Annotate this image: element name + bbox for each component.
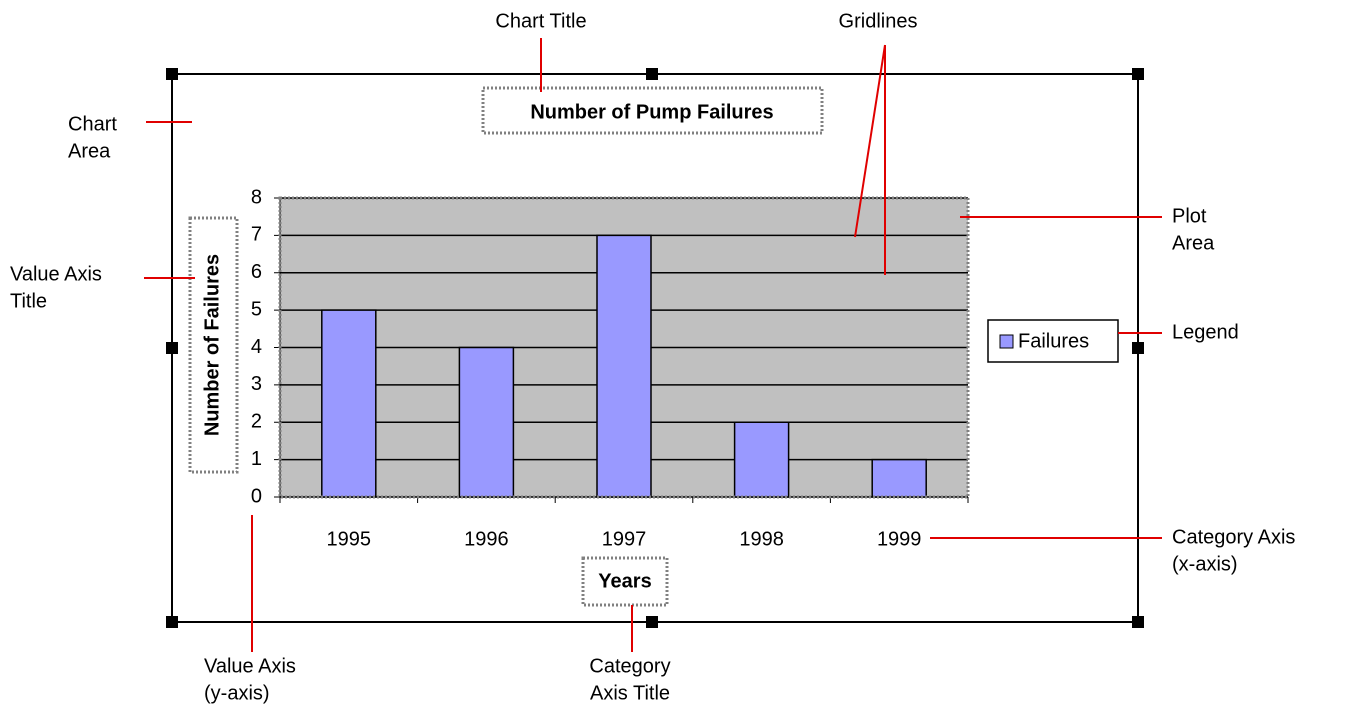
annotation: Area [1172,232,1215,254]
title-selection [481,86,824,135]
bar [871,458,927,498]
bar [321,309,377,498]
legend-label: Failures [1018,330,1089,352]
x-tick-label: 1999 [877,528,922,550]
x-tick-label: 1995 [327,528,372,550]
annotation: Area [68,140,111,162]
annotation: Chart [68,113,117,135]
annotation: Category Axis [1172,526,1295,548]
y-tick-label: 2 [251,411,262,433]
annotation: Chart Title [495,10,586,32]
y-tick-label: 6 [251,261,262,283]
y-tick-label: 1 [251,448,262,470]
y-title-selection [188,216,239,474]
y-axis-title: Number of Failures [201,254,223,436]
y-tick-label: 0 [251,485,262,507]
annotation: Value Axis [10,263,102,285]
y-tick-label: 4 [251,336,262,358]
annotation: Axis Title [590,682,670,704]
legend-swatch [999,334,1014,349]
x-axis-title: Years [598,570,651,592]
annotation: (y-axis) [204,682,270,704]
y-tick-label: 8 [251,186,262,208]
x-tick-label: 1997 [602,528,647,550]
y-tick-label: 5 [251,298,262,320]
annotation: Plot [1172,205,1207,227]
x-tick-label: 1998 [739,528,784,550]
annotation: Title [10,290,47,312]
y-tick-label: 7 [251,224,262,246]
annotation: Gridlines [839,10,918,32]
y-tick-label: 3 [251,373,262,395]
annotation: Category [589,655,670,677]
pointer-lines [144,38,1162,652]
annotation: Legend [1172,321,1239,343]
chart-title: Number of Pump Failures [530,101,773,123]
bar [596,234,652,498]
x-tick-label: 1996 [464,528,509,550]
annotation: Value Axis [204,655,296,677]
bar [733,421,790,498]
annotation: (x-axis) [1172,553,1238,575]
handles [166,68,1144,628]
x-title-selection [581,556,669,607]
plot-area-selection [278,196,970,499]
bar [458,346,515,498]
